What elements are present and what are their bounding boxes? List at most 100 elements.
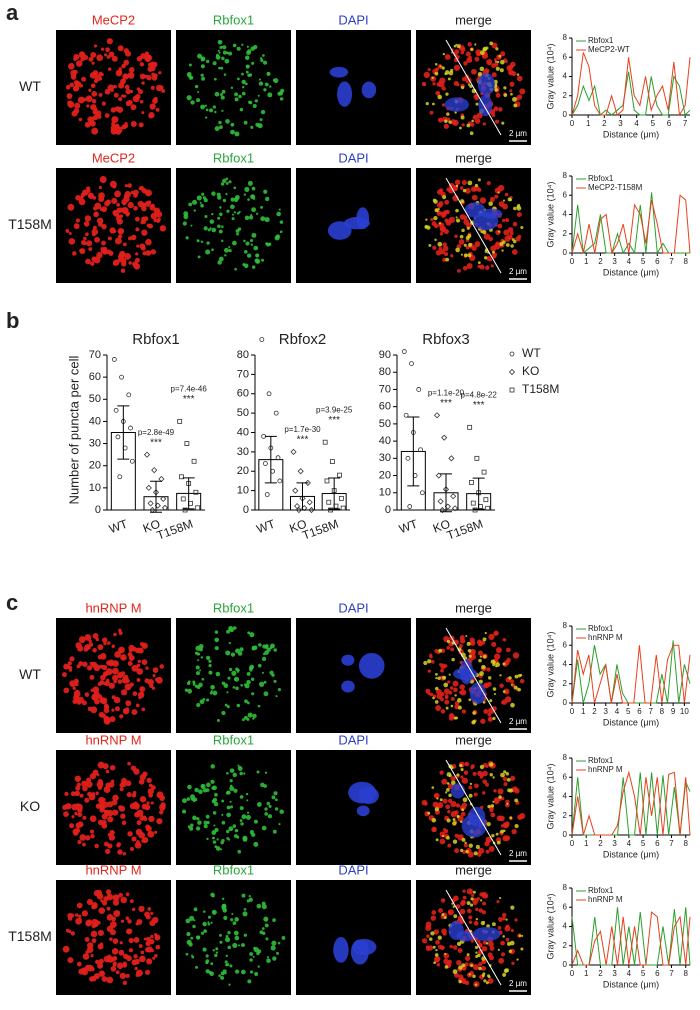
puncta <box>262 60 268 65</box>
micrograph <box>296 618 411 733</box>
puncta <box>237 227 242 231</box>
puncta <box>252 713 257 719</box>
puncta <box>484 631 487 635</box>
puncta <box>460 899 466 905</box>
puncta <box>141 229 148 236</box>
puncta <box>267 242 272 246</box>
puncta <box>72 686 76 691</box>
puncta <box>118 892 123 898</box>
puncta <box>100 899 104 903</box>
puncta <box>246 799 249 802</box>
puncta <box>210 921 213 924</box>
profile-line <box>571 907 691 966</box>
puncta <box>200 656 204 659</box>
x-tick-label: 2 <box>598 257 603 266</box>
puncta <box>429 655 433 659</box>
puncta <box>250 677 255 681</box>
significance: *** <box>473 400 485 411</box>
puncta <box>113 92 119 98</box>
legend-marker <box>508 368 516 376</box>
puncta <box>112 899 120 906</box>
puncta <box>103 786 111 794</box>
data-point <box>306 499 313 506</box>
puncta <box>99 664 104 669</box>
puncta <box>440 648 446 653</box>
profile-line <box>571 772 691 836</box>
y-tick-label: 8 <box>563 171 568 180</box>
data-point <box>472 507 478 513</box>
puncta <box>202 921 207 927</box>
puncta <box>65 928 70 933</box>
puncta <box>150 801 154 805</box>
puncta <box>221 820 226 825</box>
puncta <box>104 809 111 816</box>
puncta <box>216 718 220 722</box>
puncta <box>482 972 486 976</box>
puncta <box>241 943 245 947</box>
puncta <box>226 805 231 810</box>
puncta <box>249 668 253 672</box>
puncta <box>200 203 204 208</box>
profile-line <box>445 627 502 724</box>
puncta <box>447 680 451 684</box>
nucleus-blob <box>361 81 377 99</box>
puncta <box>246 253 252 258</box>
puncta <box>131 664 139 672</box>
puncta <box>499 242 504 246</box>
profile-line <box>571 644 691 704</box>
data-point <box>147 500 154 507</box>
puncta <box>442 195 447 200</box>
puncta <box>508 198 512 202</box>
puncta <box>161 89 166 93</box>
puncta <box>145 825 152 832</box>
puncta <box>501 249 504 252</box>
data-point <box>437 498 444 505</box>
puncta <box>234 676 240 682</box>
puncta <box>447 77 451 81</box>
puncta <box>201 784 204 787</box>
puncta <box>243 772 246 775</box>
channel-label: DAPI <box>338 862 368 877</box>
puncta <box>495 66 500 71</box>
puncta <box>91 127 99 135</box>
puncta <box>449 686 454 690</box>
puncta <box>446 818 451 823</box>
puncta <box>455 184 459 188</box>
x-tick-label: KO <box>141 517 162 536</box>
puncta <box>86 240 93 247</box>
puncta <box>121 777 128 784</box>
puncta <box>502 203 508 210</box>
x-tick-label: 0 <box>570 969 575 978</box>
puncta <box>96 252 103 259</box>
puncta <box>519 88 526 95</box>
puncta <box>502 912 507 918</box>
puncta <box>261 258 265 262</box>
puncta <box>226 705 230 709</box>
puncta <box>181 809 187 814</box>
puncta <box>482 700 486 704</box>
puncta <box>139 774 146 781</box>
puncta <box>103 703 109 709</box>
channel-label: MeCP2 <box>92 150 135 165</box>
puncta <box>491 113 496 118</box>
puncta <box>79 793 84 798</box>
puncta <box>481 664 486 670</box>
puncta <box>247 49 252 54</box>
puncta <box>69 82 75 88</box>
puncta <box>135 703 140 708</box>
nucleus-blob <box>329 66 349 78</box>
puncta <box>196 98 201 103</box>
puncta <box>230 652 236 657</box>
puncta <box>261 904 267 910</box>
puncta <box>208 663 212 668</box>
puncta <box>109 921 117 928</box>
puncta <box>196 702 201 708</box>
puncta <box>90 966 95 972</box>
puncta <box>266 958 271 964</box>
scale-bar-label: 2 µm <box>509 717 527 726</box>
puncta <box>78 914 82 919</box>
puncta <box>254 972 259 977</box>
nucleus-blob <box>456 930 475 942</box>
puncta <box>134 216 140 222</box>
puncta <box>105 889 112 895</box>
